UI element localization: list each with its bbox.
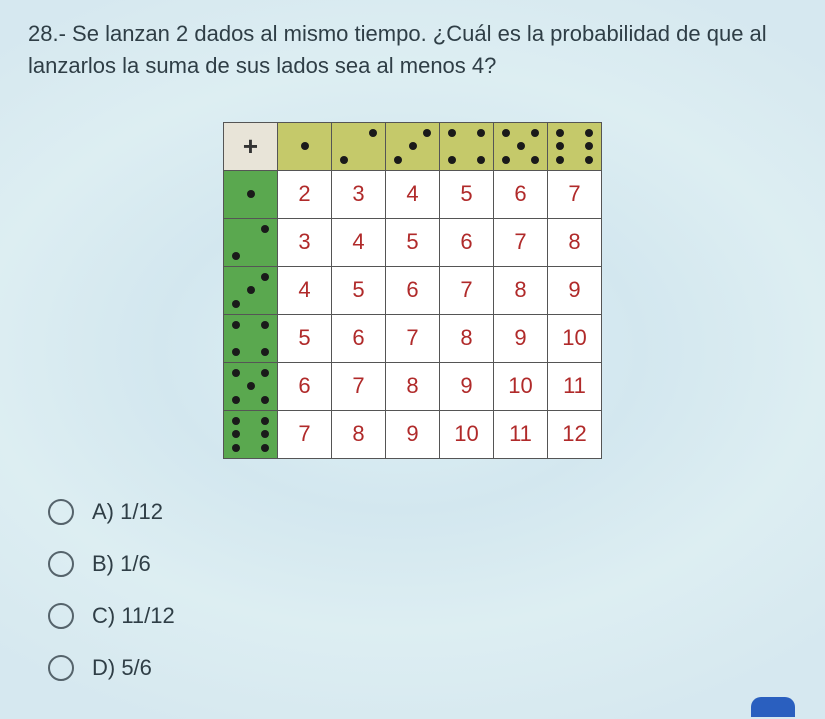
die-face-2-icon xyxy=(332,123,385,170)
die-face-6-icon xyxy=(548,123,601,170)
radio-icon[interactable] xyxy=(48,499,74,525)
option-c[interactable]: C) 11/12 xyxy=(48,603,797,629)
row-die-1 xyxy=(224,170,278,218)
radio-icon[interactable] xyxy=(48,603,74,629)
question-line2: lanzarlos la suma de sus lados sea al me… xyxy=(28,53,496,78)
col-die-3 xyxy=(386,122,440,170)
die-face-4-icon xyxy=(224,315,277,362)
row-die-5 xyxy=(224,362,278,410)
table-row: 6 7 8 9 10 11 xyxy=(224,362,602,410)
cell: 5 xyxy=(440,170,494,218)
cell: 7 xyxy=(386,314,440,362)
row-die-3 xyxy=(224,266,278,314)
table-corner-plus: + xyxy=(224,122,278,170)
die-face-5-icon xyxy=(224,363,277,410)
table-row: 7 8 9 10 11 12 xyxy=(224,410,602,458)
cell: 7 xyxy=(332,362,386,410)
die-face-4-icon xyxy=(440,123,493,170)
cell: 9 xyxy=(548,266,602,314)
table-row: 2 3 4 5 6 7 xyxy=(224,170,602,218)
cell: 11 xyxy=(548,362,602,410)
die-face-3-icon xyxy=(386,123,439,170)
option-c-label: C) 11/12 xyxy=(92,603,175,629)
cell: 7 xyxy=(548,170,602,218)
cell: 6 xyxy=(386,266,440,314)
cell: 10 xyxy=(440,410,494,458)
cell: 8 xyxy=(386,362,440,410)
die-face-3-icon xyxy=(224,267,277,314)
die-face-1-icon xyxy=(278,123,331,170)
row-die-2 xyxy=(224,218,278,266)
dice-sum-table: + 2 3 4 5 6 7 3 4 5 6 7 8 4 xyxy=(223,122,602,459)
die-face-2-icon xyxy=(224,219,277,266)
cell: 9 xyxy=(440,362,494,410)
col-die-6 xyxy=(548,122,602,170)
option-b-label: B) 1/6 xyxy=(92,551,151,577)
col-die-5 xyxy=(494,122,548,170)
cell: 7 xyxy=(440,266,494,314)
cell: 2 xyxy=(278,170,332,218)
col-die-4 xyxy=(440,122,494,170)
option-d-label: D) 5/6 xyxy=(92,655,152,681)
col-die-2 xyxy=(332,122,386,170)
table-row: 5 6 7 8 9 10 xyxy=(224,314,602,362)
cell: 4 xyxy=(332,218,386,266)
option-a-label: A) 1/12 xyxy=(92,499,163,525)
row-die-6 xyxy=(224,410,278,458)
cell: 6 xyxy=(494,170,548,218)
cell: 10 xyxy=(548,314,602,362)
cell: 10 xyxy=(494,362,548,410)
cell: 4 xyxy=(278,266,332,314)
cell: 12 xyxy=(548,410,602,458)
cell: 11 xyxy=(494,410,548,458)
option-a[interactable]: A) 1/12 xyxy=(48,499,797,525)
cell: 8 xyxy=(548,218,602,266)
dice-sum-table-wrap: + 2 3 4 5 6 7 3 4 5 6 7 8 4 xyxy=(28,122,797,459)
cell: 4 xyxy=(386,170,440,218)
cell: 6 xyxy=(440,218,494,266)
cell: 3 xyxy=(332,170,386,218)
die-face-6-icon xyxy=(224,411,277,458)
die-face-1-icon xyxy=(224,171,277,218)
option-b[interactable]: B) 1/6 xyxy=(48,551,797,577)
question-line1b: Se lanzan 2 dados al mismo tiempo. ¿Cuál… xyxy=(72,21,767,46)
die-face-5-icon xyxy=(494,123,547,170)
cell: 8 xyxy=(494,266,548,314)
cell: 5 xyxy=(332,266,386,314)
radio-icon[interactable] xyxy=(48,551,74,577)
cell: 8 xyxy=(332,410,386,458)
cell: 8 xyxy=(440,314,494,362)
option-d[interactable]: D) 5/6 xyxy=(48,655,797,681)
cell: 9 xyxy=(494,314,548,362)
table-header-row: + xyxy=(224,122,602,170)
question-line1: 28.- xyxy=(28,21,66,46)
cell: 7 xyxy=(278,410,332,458)
cell: 5 xyxy=(278,314,332,362)
table-row: 4 5 6 7 8 9 xyxy=(224,266,602,314)
cell: 6 xyxy=(332,314,386,362)
cell: 9 xyxy=(386,410,440,458)
table-row: 3 4 5 6 7 8 xyxy=(224,218,602,266)
answer-options: A) 1/12 B) 1/6 C) 11/12 D) 5/6 xyxy=(28,499,797,681)
radio-icon[interactable] xyxy=(48,655,74,681)
cell: 5 xyxy=(386,218,440,266)
cell: 3 xyxy=(278,218,332,266)
bottom-widget-icon[interactable] xyxy=(751,697,795,717)
row-die-4 xyxy=(224,314,278,362)
cell: 7 xyxy=(494,218,548,266)
col-die-1 xyxy=(278,122,332,170)
question-text: 28.- Se lanzan 2 dados al mismo tiempo. … xyxy=(28,18,797,82)
cell: 6 xyxy=(278,362,332,410)
